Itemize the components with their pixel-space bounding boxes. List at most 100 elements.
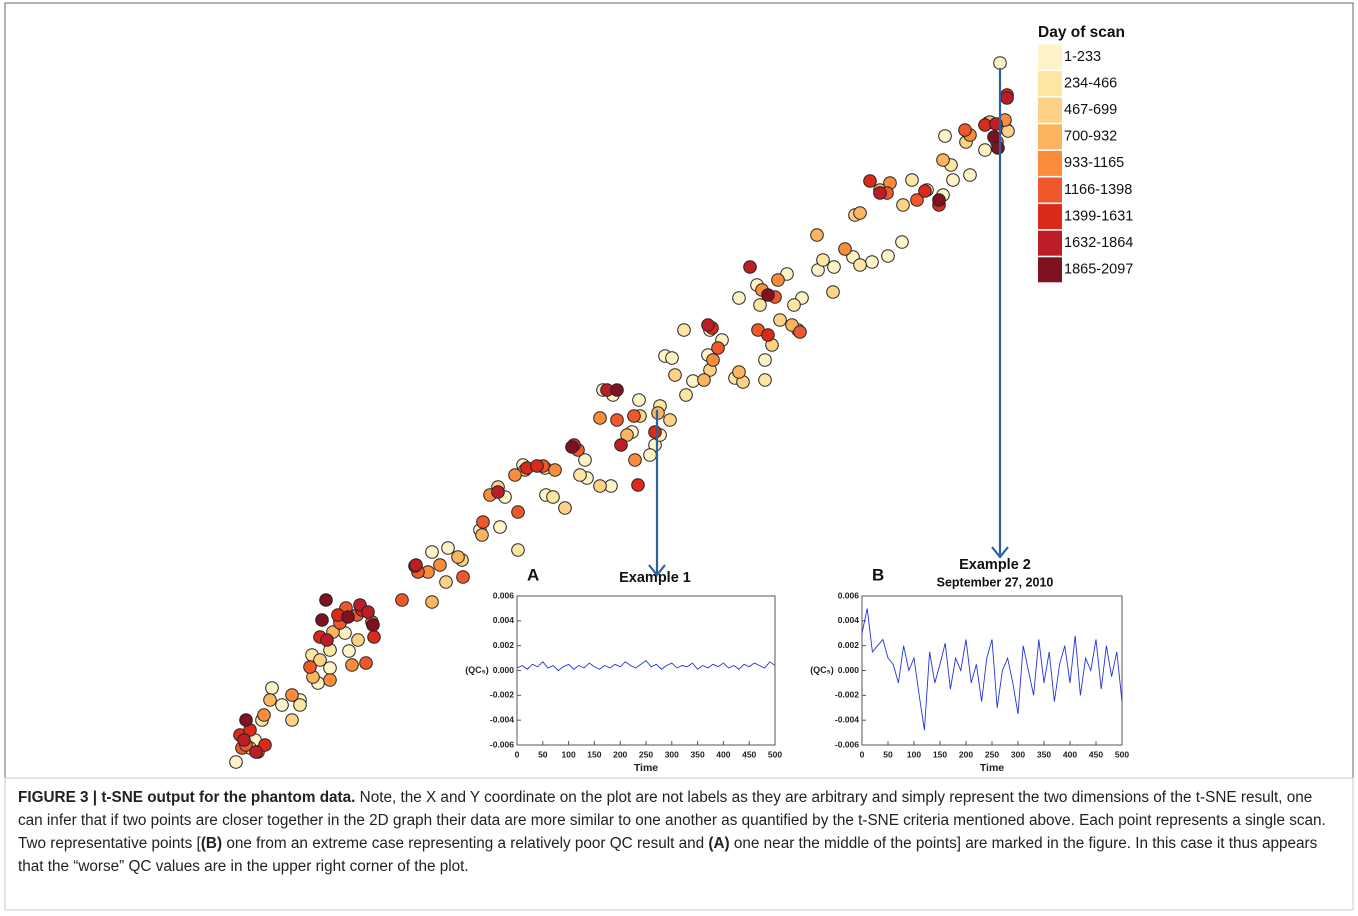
point bbox=[771, 273, 785, 287]
point bbox=[991, 141, 1005, 155]
y-axis-label: (QC₅) bbox=[465, 665, 489, 675]
point bbox=[239, 713, 253, 727]
point bbox=[993, 56, 1007, 70]
point bbox=[439, 575, 453, 589]
point bbox=[743, 260, 757, 274]
point bbox=[863, 174, 877, 188]
point bbox=[257, 708, 271, 722]
point bbox=[918, 184, 932, 198]
y-tick-label: -0.002 bbox=[490, 690, 514, 700]
point bbox=[643, 448, 657, 462]
point bbox=[548, 463, 562, 477]
point bbox=[938, 129, 952, 143]
point bbox=[732, 365, 746, 379]
point bbox=[275, 698, 289, 712]
y-tick-label: 0.002 bbox=[493, 640, 515, 650]
point bbox=[758, 353, 772, 367]
x-tick-label: 100 bbox=[562, 749, 576, 759]
x-tick-label: 500 bbox=[1115, 749, 1129, 759]
y-axis-label: (QC₅) bbox=[810, 665, 834, 675]
legend-label: 1865-2097 bbox=[1064, 262, 1133, 278]
point bbox=[895, 235, 909, 249]
point bbox=[810, 228, 824, 242]
point bbox=[493, 520, 507, 534]
point bbox=[628, 453, 642, 467]
point bbox=[677, 323, 691, 337]
point bbox=[341, 610, 355, 624]
point bbox=[303, 660, 317, 674]
point bbox=[351, 633, 365, 647]
legend-label: 467-699 bbox=[1064, 102, 1117, 118]
y-tick-label: 0.000 bbox=[493, 665, 515, 675]
point bbox=[853, 206, 867, 220]
x-tick-label: 400 bbox=[716, 749, 730, 759]
point bbox=[793, 325, 807, 339]
x-tick-label: 0 bbox=[515, 749, 520, 759]
caption-border bbox=[4, 777, 1354, 911]
point bbox=[395, 593, 409, 607]
point bbox=[342, 644, 356, 658]
x-tick-label: 250 bbox=[985, 749, 999, 759]
point bbox=[697, 373, 711, 387]
legend-swatch bbox=[1038, 230, 1062, 256]
point bbox=[265, 681, 279, 695]
legend-label: 700-932 bbox=[1064, 129, 1117, 145]
panel-letter: A bbox=[527, 565, 539, 584]
point bbox=[511, 505, 525, 519]
point bbox=[320, 633, 334, 647]
point bbox=[665, 351, 679, 365]
caption-text: Note, the X and Y coordinate on the plot… bbox=[18, 789, 1326, 852]
point bbox=[761, 288, 775, 302]
point bbox=[905, 173, 919, 187]
point bbox=[663, 413, 677, 427]
legend-label: 933-1165 bbox=[1064, 155, 1124, 171]
series-line bbox=[861, 608, 1123, 731]
point bbox=[631, 478, 645, 492]
point bbox=[881, 249, 895, 263]
x-tick-label: 350 bbox=[691, 749, 705, 759]
point bbox=[853, 258, 867, 272]
legend-swatch bbox=[1038, 177, 1062, 203]
caption: FIGURE 3 | t-SNE output for the phantom … bbox=[18, 786, 1340, 878]
x-tick-label: 0 bbox=[860, 749, 865, 759]
point bbox=[323, 673, 337, 687]
x-tick-label: 200 bbox=[959, 749, 973, 759]
y-tick-label: -0.002 bbox=[835, 690, 859, 700]
y-tick-label: -0.006 bbox=[490, 739, 514, 749]
point bbox=[425, 595, 439, 609]
point bbox=[826, 285, 840, 299]
x-tick-label: 500 bbox=[768, 749, 782, 759]
point bbox=[816, 253, 830, 267]
point bbox=[361, 605, 375, 619]
panel-letter: B bbox=[872, 565, 884, 584]
point bbox=[946, 173, 960, 187]
point bbox=[753, 298, 767, 312]
legend-swatch bbox=[1038, 150, 1062, 176]
point bbox=[319, 593, 333, 607]
point bbox=[593, 479, 607, 493]
arrowhead-b bbox=[991, 546, 1009, 559]
point bbox=[313, 653, 327, 667]
x-tick-label: 200 bbox=[613, 749, 627, 759]
point bbox=[491, 485, 505, 499]
legend-swatch bbox=[1038, 124, 1062, 150]
point bbox=[285, 713, 299, 727]
plot-frame bbox=[861, 595, 1123, 746]
point bbox=[758, 373, 772, 387]
caption-ref: (B) bbox=[200, 835, 223, 852]
point bbox=[293, 698, 307, 712]
point bbox=[865, 255, 879, 269]
point bbox=[627, 409, 641, 423]
plot-frame bbox=[516, 595, 776, 746]
legend-label: 1-233 bbox=[1064, 49, 1101, 65]
inset-title: Example 1 bbox=[619, 570, 691, 586]
x-axis-label: Time bbox=[634, 762, 658, 774]
x-axis-label: Time bbox=[980, 762, 1004, 774]
point bbox=[456, 570, 470, 584]
point bbox=[711, 341, 725, 355]
scatter-points: 1-233 234-466 467-699 700-932 933-1165 1166-1… bbox=[229, 24, 1133, 769]
point bbox=[441, 541, 455, 555]
x-tick-label: 450 bbox=[742, 749, 756, 759]
